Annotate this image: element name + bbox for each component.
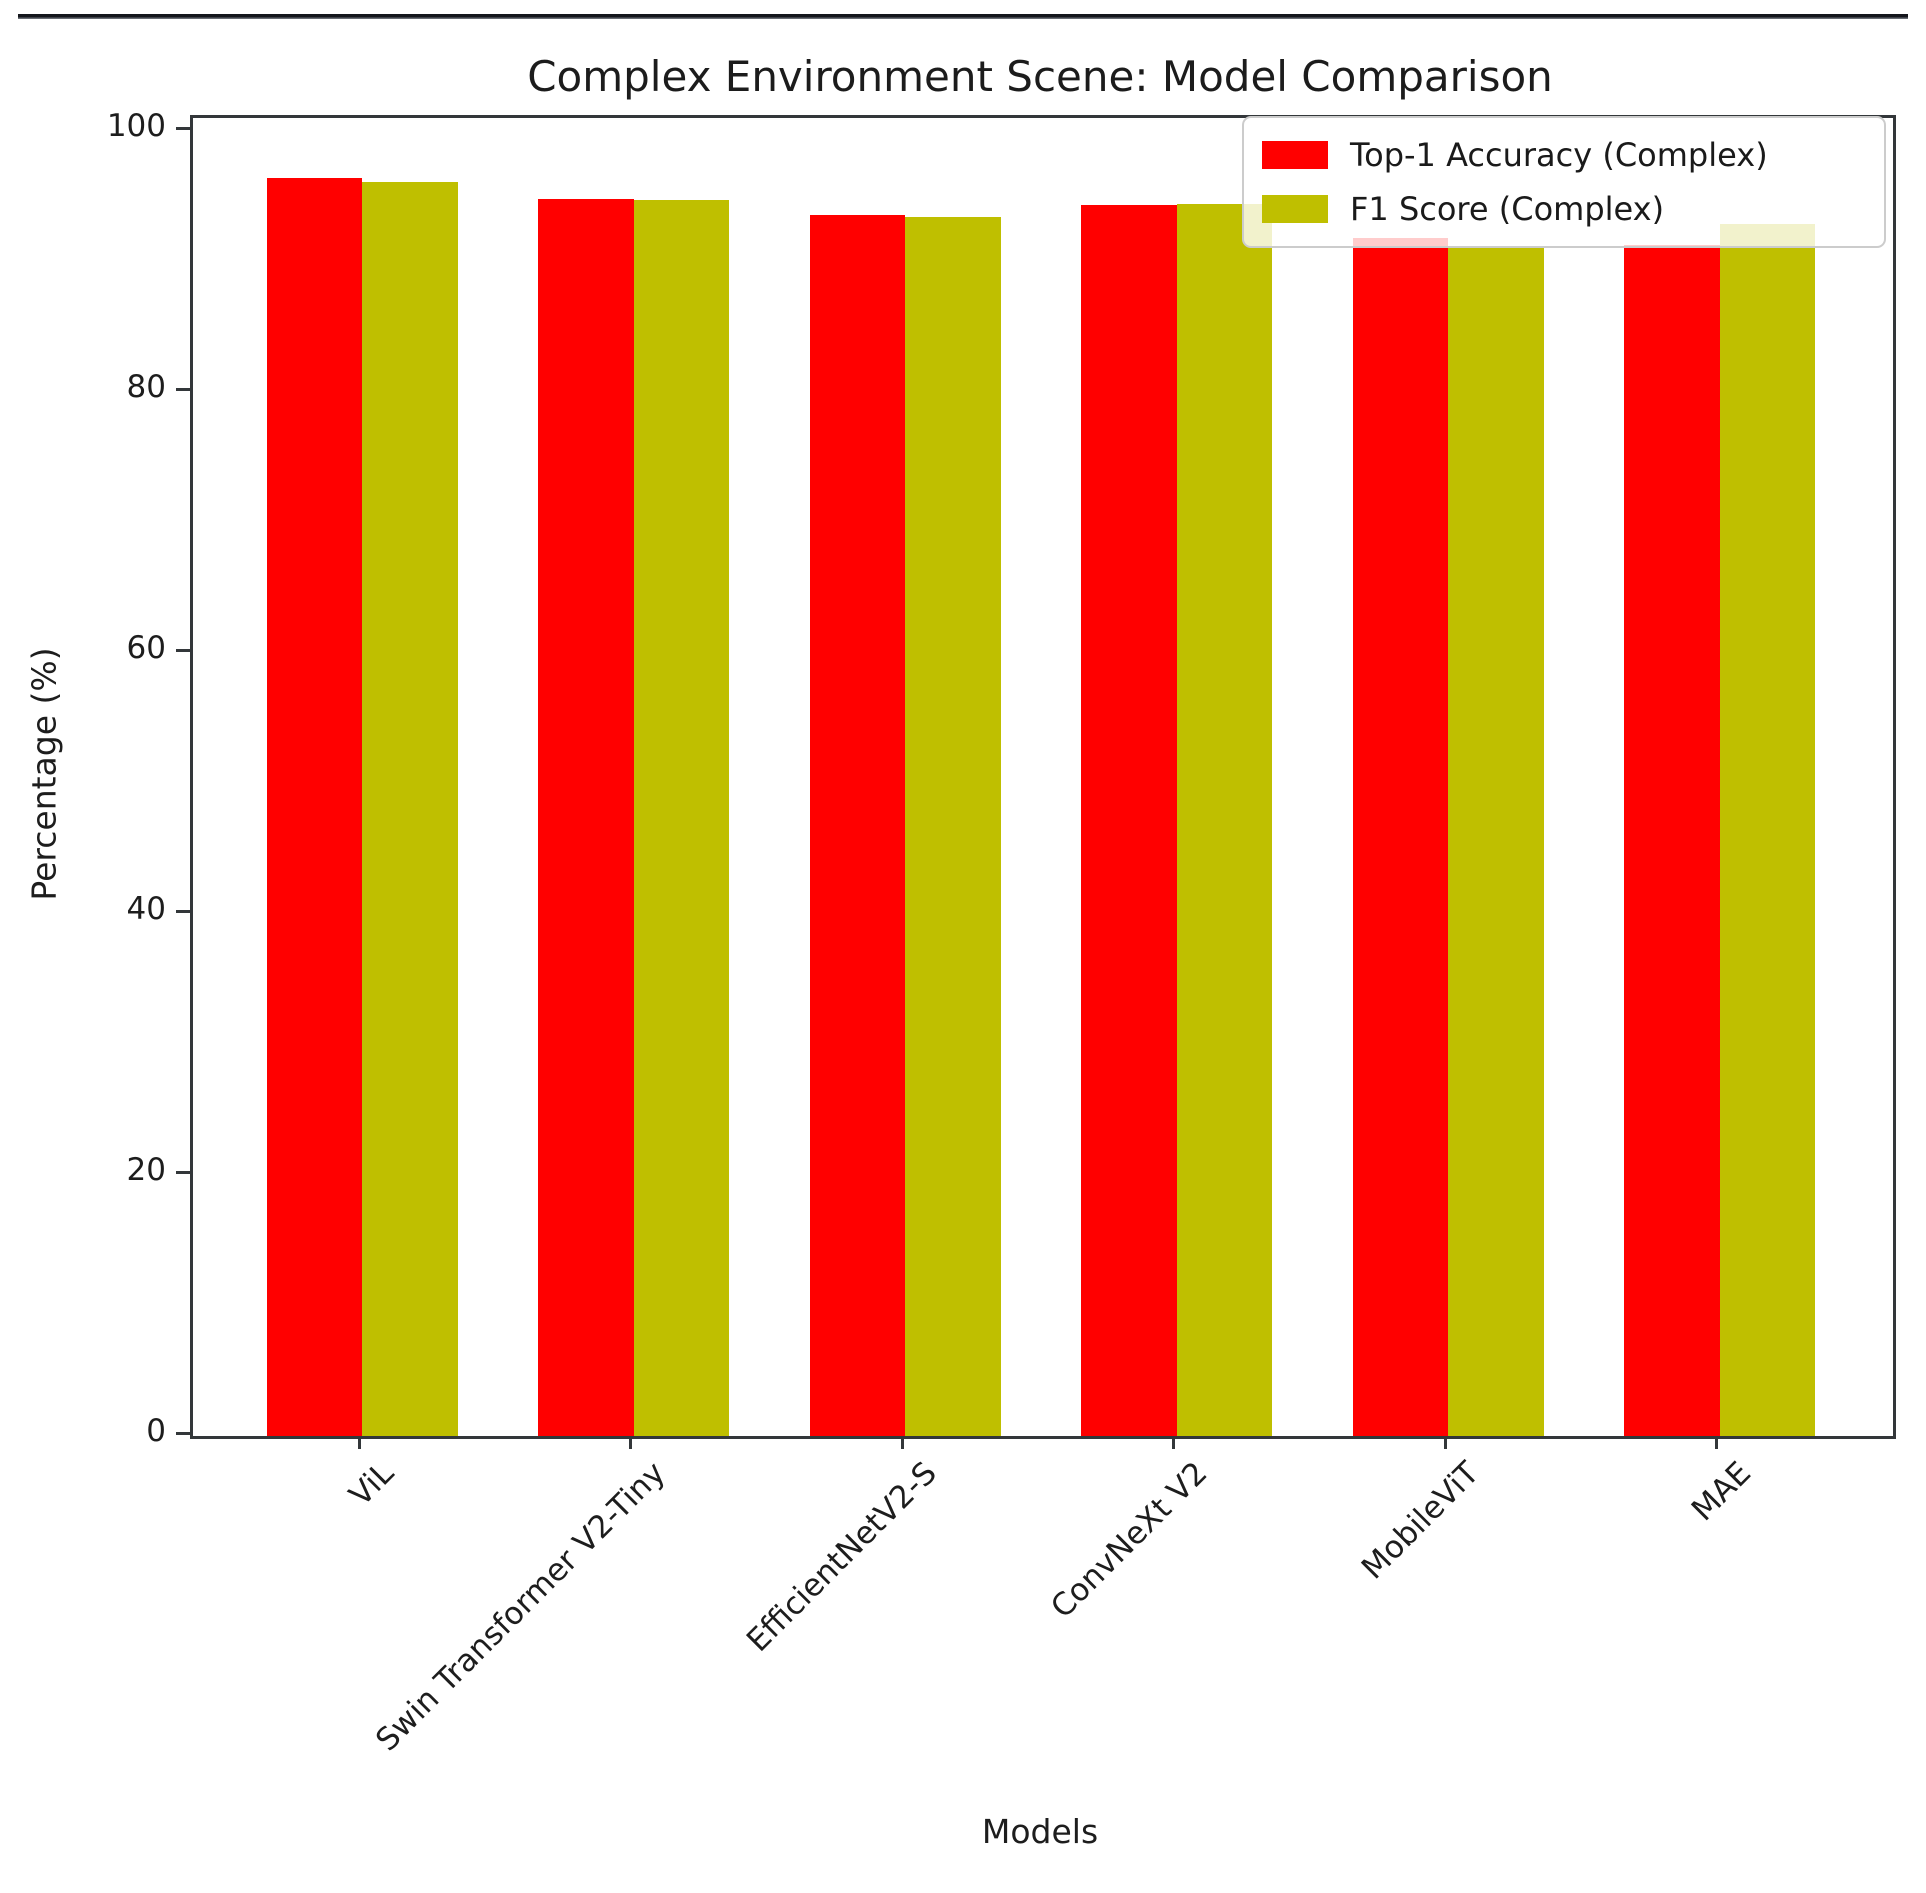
legend-label: F1 Score (Complex)	[1350, 190, 1665, 228]
bar-top-1-convnext-v2	[1081, 205, 1177, 1436]
x-tick-label-convnext-v2: ConvNeXt V2	[1044, 1455, 1215, 1626]
legend-label: Top-1 Accuracy (Complex)	[1350, 136, 1768, 174]
legend-item-top-1-accuracy-complex: Top-1 Accuracy (Complex)	[1262, 136, 1862, 174]
y-tick-mark-20	[176, 1170, 190, 1174]
top-divider-rule	[18, 14, 1908, 19]
y-tick-mark-80	[176, 387, 190, 391]
bar-top-1-mae	[1624, 244, 1720, 1436]
legend-item-f1-score-complex: F1 Score (Complex)	[1262, 190, 1862, 228]
x-tick-mark-convnext-v2	[1172, 1436, 1175, 1449]
y-tick-label-20: 20	[126, 1152, 166, 1188]
x-tick-label-efficientnetv2-s: EfficientNetV2-S	[739, 1455, 944, 1659]
x-tick-mark-efficientnetv2-s	[900, 1436, 904, 1449]
y-axis-label: Percentage (%)	[24, 647, 64, 901]
y-tick-label-0: 0	[146, 1413, 166, 1449]
bar-f1-convnext-v2	[1176, 204, 1272, 1436]
x-tick-label-mobilevit: MobileViT	[1355, 1455, 1487, 1587]
chart-title: Complex Environment Scene: Model Compari…	[527, 52, 1553, 101]
bar-top-1-efficientnetv2-s	[809, 214, 905, 1436]
x-tick-label-vil: ViL	[342, 1455, 401, 1514]
x-tick-label-swin-transformer-v2-tiny: Swin Transformer V2-Tiny	[368, 1455, 672, 1759]
y-tick-label-60: 60	[126, 630, 166, 667]
bar-f1-mae	[1719, 223, 1815, 1436]
y-tick-mark-40	[176, 909, 190, 913]
bar-top-1-vil	[266, 178, 362, 1436]
y-tick-label-100: 100	[106, 108, 166, 145]
y-tick-mark-100	[176, 126, 190, 130]
bar-f1-efficientnetv2-s	[905, 217, 1001, 1436]
legend-swatch-icon	[1262, 195, 1328, 223]
bar-f1-vil	[362, 181, 458, 1436]
y-tick-mark-60	[176, 648, 190, 652]
y-tick-mark-0	[176, 1431, 190, 1435]
x-axis-label: Models	[981, 1812, 1099, 1851]
legend-swatch-icon	[1262, 141, 1328, 169]
x-tick-mark-mae	[1715, 1436, 1718, 1449]
x-tick-mark-swin-transformer-v2-tiny	[629, 1436, 632, 1449]
bar-f1-mobilevit	[1448, 245, 1544, 1436]
y-tick-label-80: 80	[126, 369, 166, 406]
bar-top-1-mobilevit	[1352, 238, 1448, 1436]
x-tick-mark-mobilevit	[1443, 1436, 1447, 1449]
x-tick-mark-vil	[357, 1436, 361, 1449]
y-tick-label-40: 40	[126, 891, 166, 928]
x-tick-label-mae: MAE	[1684, 1455, 1758, 1529]
legend-box: Top-1 Accuracy (Complex) F1 Score (Comple…	[1242, 116, 1886, 248]
bar-f1-swin-transformer-v2-tiny	[633, 200, 729, 1436]
bar-top-1-swin-transformer-v2-tiny	[538, 198, 634, 1436]
plot-area	[190, 115, 1896, 1439]
